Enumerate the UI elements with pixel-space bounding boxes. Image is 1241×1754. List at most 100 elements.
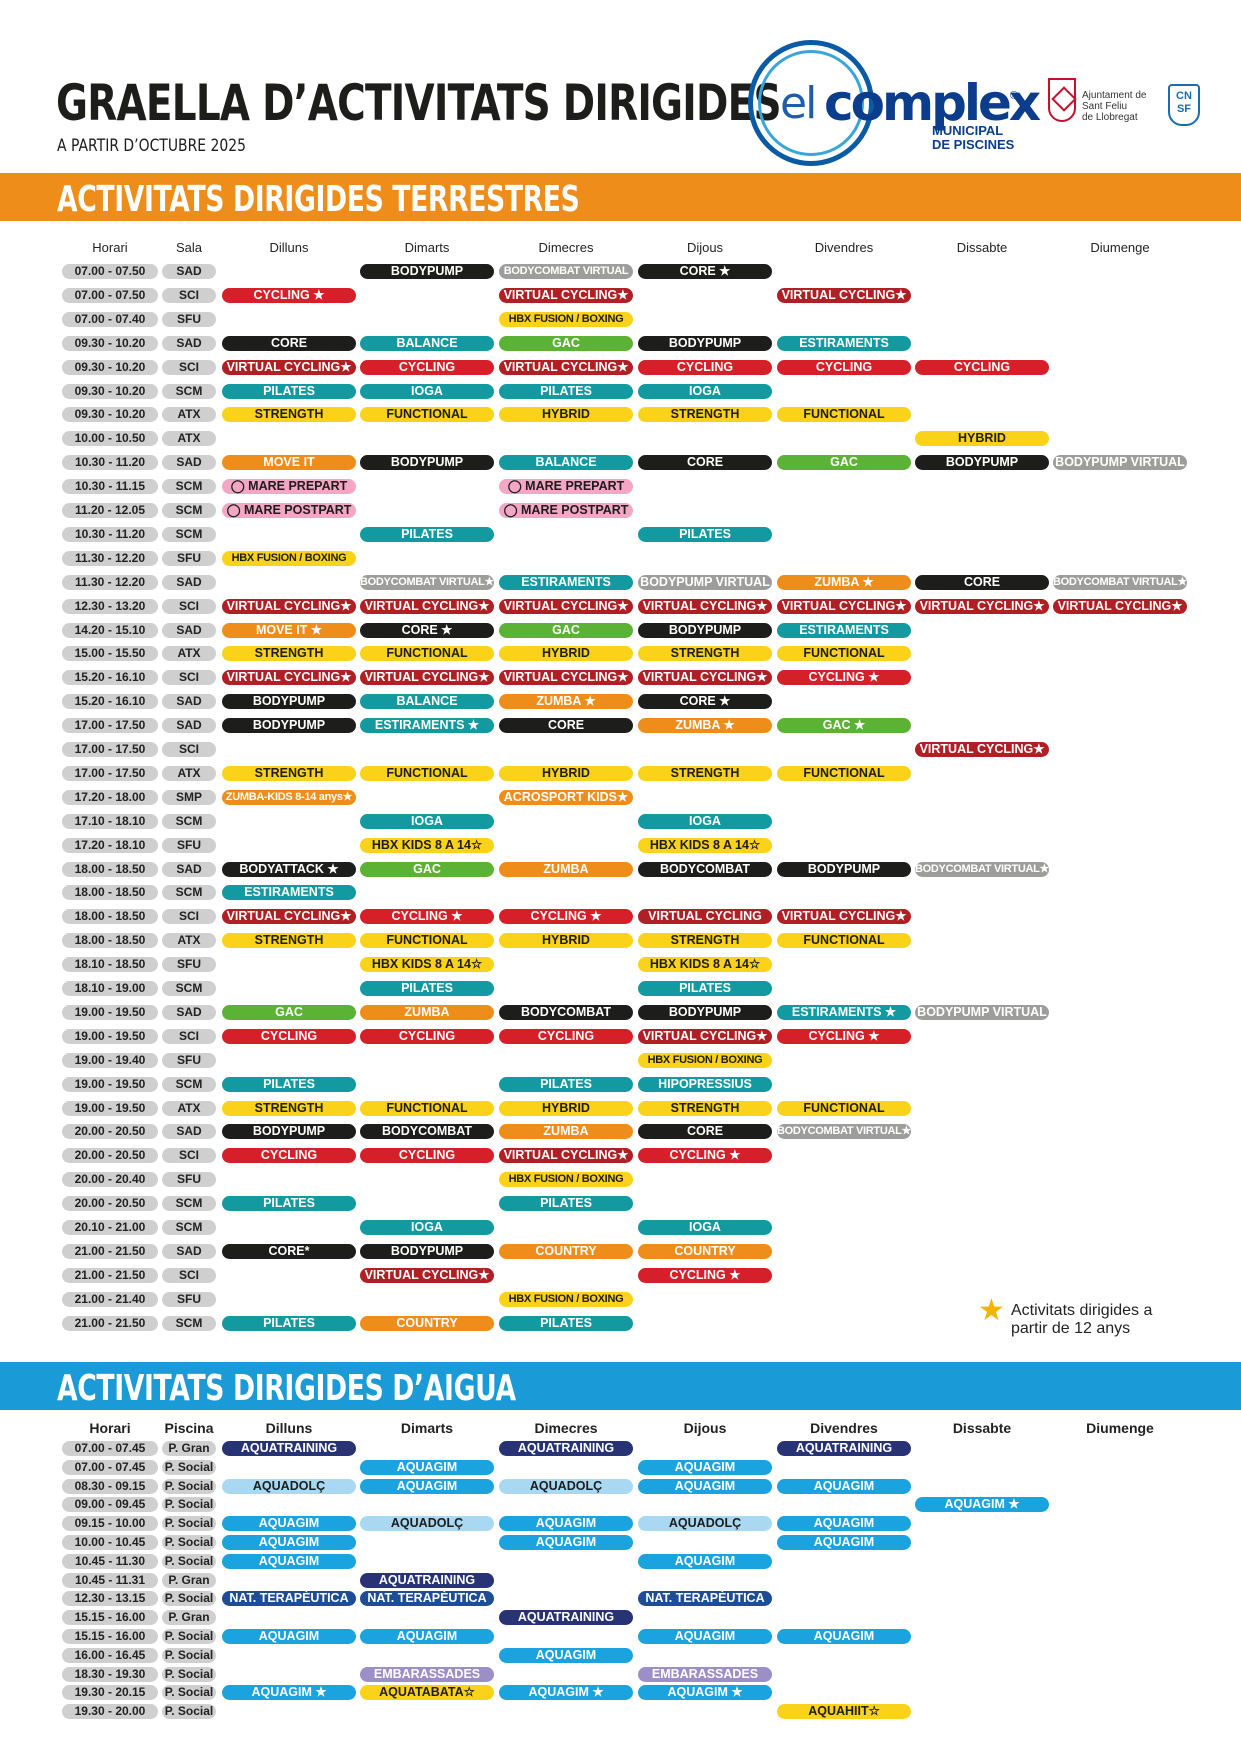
room-cell: P. Social xyxy=(162,1685,216,1701)
activity-dilluns: GAC xyxy=(222,1004,356,1020)
room-cell: SCI xyxy=(162,287,216,303)
time-cell: 19.00 - 19.50 xyxy=(62,1076,158,1092)
activity-dilluns: PILATES xyxy=(222,1315,356,1331)
room-cell: SCM xyxy=(162,526,216,542)
column-header-piscina: Piscina xyxy=(164,1420,214,1436)
activity-dimecres: ZUMBA xyxy=(499,1124,633,1140)
activity-dijous: PILATES xyxy=(638,526,772,542)
activity-dimarts: BODYPUMP xyxy=(360,455,494,471)
activity-dimecres: AQUAGIM xyxy=(499,1516,633,1532)
activity-dijous: BODYCOMBAT xyxy=(638,861,772,877)
column-header-dijous: Dijous xyxy=(686,240,724,255)
time-cell: 12.30 - 13.15 xyxy=(62,1591,158,1607)
room-cell: SFU xyxy=(162,1291,216,1307)
room-cell: SCM xyxy=(162,1220,216,1235)
time-cell: 17.20 - 18.00 xyxy=(62,789,158,805)
column-header-dissabte: Dissabte xyxy=(956,240,1008,255)
logo-line2: DE PISCINES xyxy=(932,137,1015,152)
activity-dilluns: BODYPUMP xyxy=(222,718,356,734)
activity-dilluns: PILATES xyxy=(222,383,356,399)
activity-dimecres: GAC xyxy=(499,622,633,638)
activity-dijous: CORE ★ xyxy=(638,264,772,279)
time-cell: 15.15 - 16.00 xyxy=(62,1629,158,1644)
activity-dijous: STRENGTH xyxy=(638,765,772,781)
activity-divendres: AQUAGIM xyxy=(777,1629,911,1644)
time-cell: 19.00 - 19.40 xyxy=(62,1052,158,1068)
time-cell: 10.45 - 11.31 xyxy=(62,1572,158,1588)
activity-dijous: BODYPUMP xyxy=(638,1004,772,1020)
activity-dilluns: CYCLING ★ xyxy=(222,287,356,303)
time-cell: 10.30 - 11.15 xyxy=(62,479,158,495)
activity-dimarts: AQUAGIM xyxy=(360,1629,494,1644)
room-cell: SFU xyxy=(162,550,216,566)
time-cell: 21.00 - 21.50 xyxy=(62,1243,158,1259)
activity-dimecres: ◯ MARE PREPART xyxy=(499,479,633,495)
room-cell: SCM xyxy=(162,885,216,901)
ajuntament-logo: Ajuntament de Sant Feliu de Llobregat xyxy=(1048,78,1158,126)
activity-diumenge: BODYPUMP VIRTUAL xyxy=(1053,455,1187,471)
activity-divendres: FUNCTIONAL xyxy=(777,1100,911,1116)
time-cell: 09.30 - 10.20 xyxy=(62,335,158,351)
activity-dijous: CYCLING ★ xyxy=(638,1267,772,1283)
logo-registered: ® xyxy=(1010,90,1019,102)
activity-dilluns: VIRTUAL CYCLING★ xyxy=(222,598,356,614)
activity-dissabte: VIRTUAL CYCLING★ xyxy=(915,598,1049,614)
activity-dijous: AQUAGIM xyxy=(638,1459,772,1475)
logo-inner-ring-icon xyxy=(758,50,864,156)
activity-dimarts: BODYCOMBAT VIRTUAL★ xyxy=(360,574,494,590)
activity-divendres: BODYCOMBAT VIRTUAL★ xyxy=(777,1124,911,1140)
time-cell: 10.30 - 11.20 xyxy=(62,526,158,542)
column-header-divendres: Divendres xyxy=(814,240,874,255)
activity-dimecres: HYBRID xyxy=(499,407,633,423)
activity-dijous: HIPOPRESSIUS xyxy=(638,1076,772,1092)
activity-dissabte: VIRTUAL CYCLING★ xyxy=(915,742,1049,757)
time-cell: 20.00 - 20.50 xyxy=(62,1148,158,1164)
time-cell: 09.30 - 10.20 xyxy=(62,383,158,399)
time-cell: 11.30 - 12.20 xyxy=(62,574,158,590)
room-cell: P. Social xyxy=(162,1478,216,1494)
activity-dimecres: ACROSPORT KIDS★ xyxy=(499,789,633,805)
room-cell: P. Social xyxy=(162,1666,216,1682)
time-cell: 09.30 - 10.20 xyxy=(62,359,158,375)
room-cell: SFU xyxy=(162,1052,216,1068)
activity-dissabte: HYBRID xyxy=(915,431,1049,447)
time-cell: 15.15 - 16.00 xyxy=(62,1610,158,1626)
activity-dimecres: VIRTUAL CYCLING★ xyxy=(499,359,633,375)
terrestres-section-bar: ACTIVITATS DIRIGIDES TERRESTRES xyxy=(0,173,1241,221)
activity-divendres: FUNCTIONAL xyxy=(777,407,911,423)
activity-dijous: ZUMBA ★ xyxy=(638,718,772,734)
activity-divendres: FUNCTIONAL xyxy=(777,765,911,781)
room-cell: SCI xyxy=(162,1028,216,1044)
activity-dimecres: CYCLING xyxy=(499,1028,633,1044)
activity-dilluns: PILATES xyxy=(222,1196,356,1212)
time-cell: 21.00 - 21.40 xyxy=(62,1291,158,1307)
activity-dimarts: FUNCTIONAL xyxy=(360,765,494,781)
column-header-diumenge: Diumenge xyxy=(1086,1420,1154,1436)
activity-dimarts: HBX KIDS 8 A 14☆ xyxy=(360,837,494,853)
time-cell: 10.00 - 10.50 xyxy=(62,431,158,447)
time-cell: 14.20 - 15.10 xyxy=(62,622,158,638)
activity-divendres: VIRTUAL CYCLING★ xyxy=(777,287,911,303)
activity-dijous: IOGA xyxy=(638,1220,772,1235)
activity-dimarts: CORE ★ xyxy=(360,622,494,638)
activity-dijous: IOGA xyxy=(638,383,772,399)
activity-divendres: AQUAHIIT☆ xyxy=(777,1704,911,1720)
activity-dijous: STRENGTH xyxy=(638,1100,772,1116)
room-cell: P. Gran xyxy=(162,1610,216,1626)
activity-divendres: AQUAGIM xyxy=(777,1535,911,1550)
time-cell: 21.00 - 21.50 xyxy=(62,1315,158,1331)
activity-dimecres: HBX FUSION / BOXING xyxy=(499,311,633,327)
activity-dijous: BODYPUMP xyxy=(638,335,772,351)
time-cell: 09.00 - 09.45 xyxy=(62,1497,158,1513)
activity-dilluns: CYCLING xyxy=(222,1028,356,1044)
column-header-dimarts: Dimarts xyxy=(404,240,450,255)
time-cell: 11.20 - 12.05 xyxy=(62,503,158,518)
time-cell: 10.30 - 11.20 xyxy=(62,455,158,471)
activity-dissabte: CORE xyxy=(915,574,1049,590)
activity-dilluns: ◯ MARE POSTPART xyxy=(222,503,356,518)
activity-dimecres: COUNTRY xyxy=(499,1243,633,1259)
time-cell: 17.00 - 17.50 xyxy=(62,765,158,781)
room-cell: SMP xyxy=(162,789,216,805)
room-cell: P. Social xyxy=(162,1629,216,1644)
room-cell: ATX xyxy=(162,765,216,781)
